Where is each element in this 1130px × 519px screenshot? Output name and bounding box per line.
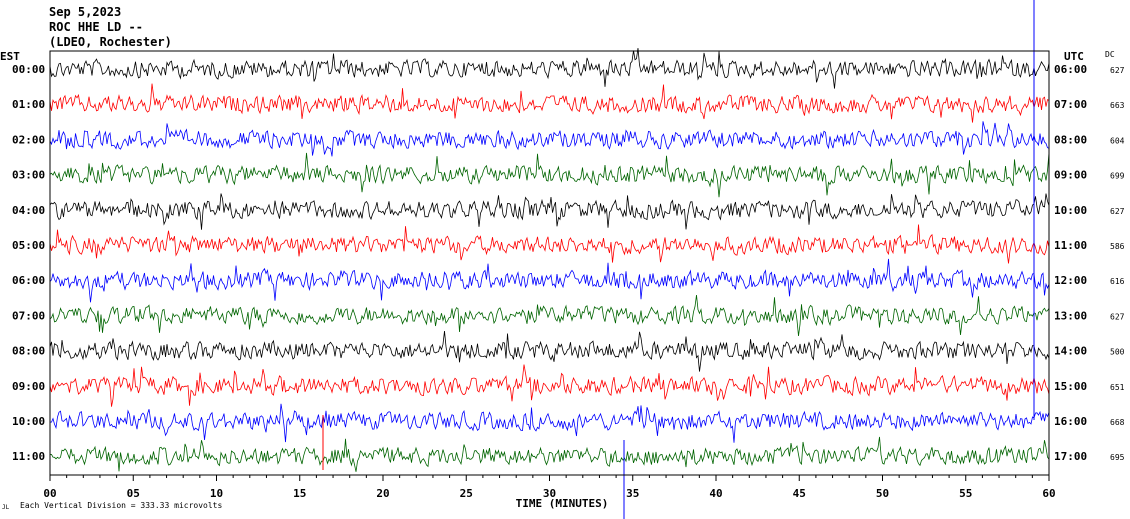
x-axis: 00 05 10 15 20 25 30 35 40 45 50 55 60 — [43, 475, 1056, 500]
row-labels: 00:00 06:00 627 01:00 07:00 663 02:00 08:00 604 0… — [12, 63, 1125, 463]
est-hour-label: 06:00 — [12, 274, 45, 287]
header-station: ROC HHE LD -- — [49, 20, 143, 34]
x-tick-label: 20 — [376, 487, 389, 500]
header-date: Sep 5,2023 — [49, 5, 121, 19]
est-hour-label: 03:00 — [12, 169, 45, 182]
left-axis-title: EST — [0, 50, 20, 63]
trace-row-7 — [49, 294, 1050, 337]
x-tick-label: 35 — [626, 487, 639, 500]
est-hour-label: 08:00 — [12, 345, 45, 358]
utc-hour-label: 17:00 — [1054, 450, 1087, 463]
dc-value-label: 663 — [1110, 101, 1125, 110]
dc-value-label: 651 — [1110, 383, 1125, 392]
utc-hour-label: 07:00 — [1054, 98, 1087, 111]
scale-note: Each Vertical Division = 333.33 microvol… — [20, 501, 222, 510]
dc-value-label: 695 — [1110, 453, 1125, 462]
utc-hour-label: 10:00 — [1054, 204, 1087, 217]
x-tick-label: 60 — [1042, 487, 1055, 500]
est-hour-label: 01:00 — [12, 98, 45, 111]
dc-value-label: 627 — [1110, 207, 1125, 216]
trace-row-1 — [49, 83, 1050, 123]
utc-hour-label: 14:00 — [1054, 345, 1087, 358]
x-tick-label: 15 — [293, 487, 306, 500]
x-tick-label: 25 — [460, 487, 473, 500]
corner-note: JL — [2, 504, 10, 511]
plot-frame — [49, 50, 1050, 476]
utc-hour-label: 06:00 — [1054, 63, 1087, 76]
right-axis-title: UTC — [1064, 50, 1084, 63]
utc-hour-label: 08:00 — [1054, 133, 1087, 146]
dc-value-label: 699 — [1110, 172, 1125, 181]
dc-value-label: 627 — [1110, 66, 1125, 75]
dc-value-label: 627 — [1110, 312, 1125, 321]
trace-row-3 — [49, 152, 1050, 198]
x-axis-label: TIME (MINUTES) — [516, 497, 609, 510]
est-hour-label: 07:00 — [12, 309, 45, 322]
x-tick-label: 05 — [127, 487, 140, 500]
x-tick-label: 30 — [543, 487, 556, 500]
utc-hour-label: 09:00 — [1054, 169, 1087, 182]
header-network: (LDEO, Rochester) — [49, 35, 172, 49]
trace-row-11 — [49, 436, 1050, 472]
utc-hour-label: 15:00 — [1054, 380, 1087, 393]
trace-row-5 — [49, 224, 1050, 264]
x-tick-label: 10 — [210, 487, 223, 500]
est-hour-label: 10:00 — [12, 415, 45, 428]
x-tick-label: 45 — [793, 487, 806, 500]
trace-row-0 — [49, 48, 1050, 89]
est-hour-label: 05:00 — [12, 239, 45, 252]
est-hour-label: 04:00 — [12, 204, 45, 217]
est-hour-label: 11:00 — [12, 450, 45, 463]
utc-hour-label: 13:00 — [1054, 309, 1087, 322]
trace-row-4 — [49, 193, 1050, 230]
x-tick-label: 50 — [876, 487, 889, 500]
est-hour-label: 09:00 — [12, 380, 45, 393]
event-markers — [322, 0, 1035, 519]
dc-value-label: 586 — [1110, 242, 1125, 251]
dc-title: DC — [1105, 50, 1115, 59]
dc-value-label: 500 — [1110, 348, 1125, 357]
trace-row-9 — [49, 364, 1050, 407]
utc-hour-label: 11:00 — [1054, 239, 1087, 252]
trace-row-10 — [50, 403, 1050, 443]
est-hour-label: 00:00 — [12, 63, 45, 76]
utc-hour-label: 12:00 — [1054, 274, 1087, 287]
x-tick-label: 40 — [709, 487, 722, 500]
trace-row-8 — [49, 330, 1050, 372]
seismic-traces — [49, 48, 1050, 472]
trace-row-2 — [49, 121, 1050, 157]
x-tick-label: 00 — [43, 487, 56, 500]
dc-value-label: 604 — [1110, 136, 1125, 145]
dc-value-label: 616 — [1110, 277, 1125, 286]
est-hour-label: 02:00 — [12, 133, 45, 146]
x-tick-label: 55 — [959, 487, 972, 500]
dc-value-label: 668 — [1110, 418, 1125, 427]
utc-hour-label: 16:00 — [1054, 415, 1087, 428]
trace-row-6 — [49, 258, 1050, 303]
